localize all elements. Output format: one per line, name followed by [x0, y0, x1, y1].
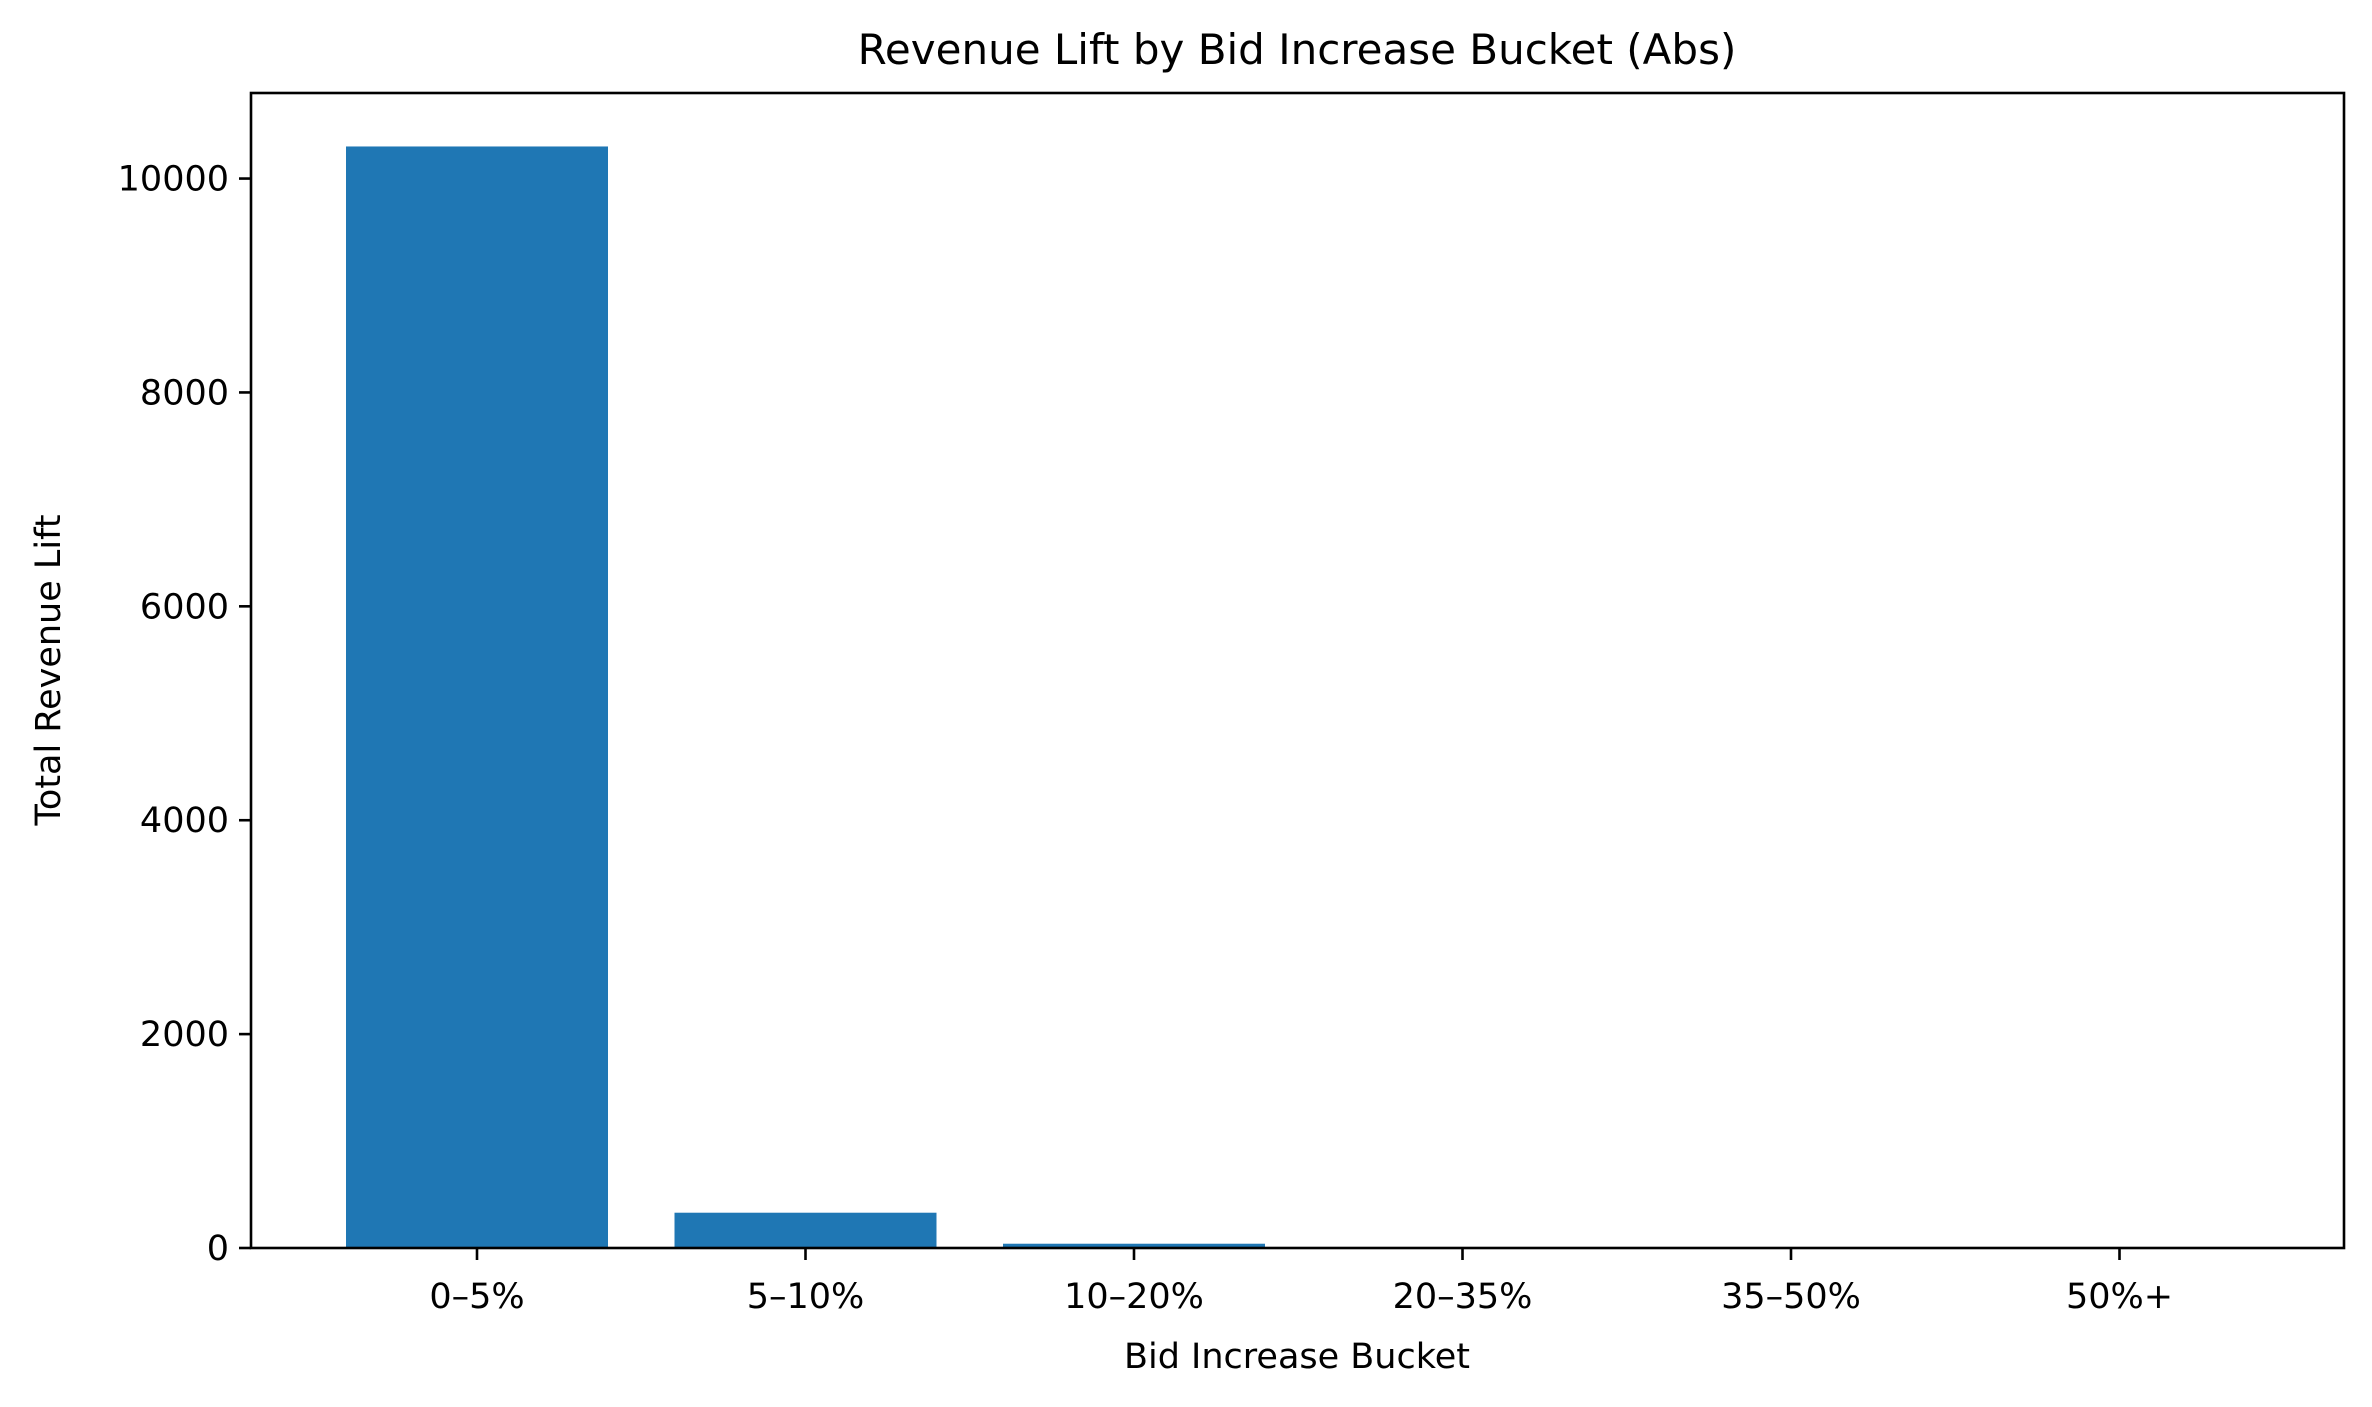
y-tick-label: 8000 [140, 373, 229, 413]
y-tick-label: 0 [207, 1229, 229, 1269]
y-tick-label: 2000 [140, 1015, 229, 1055]
x-tick-label: 20–35% [1393, 1277, 1533, 1317]
plot-frame [249, 91, 2346, 1250]
bar-1 [674, 1212, 937, 1248]
x-tick-label: 50%+ [2066, 1277, 2173, 1317]
chart-title: Revenue Lift by Bid Increase Bucket (Abs… [858, 25, 1737, 74]
y-axis: 0 2000 4000 6000 8000 10000 [118, 160, 251, 1269]
bar-2 [1003, 1243, 1265, 1248]
y-axis-label: Total Revenue Lift [29, 514, 69, 826]
y-tick-label: 4000 [140, 801, 229, 841]
x-axis: 0–5% 5–10% 10–20% 20–35% 35–50% 50%+ [429, 1248, 2173, 1317]
x-tick-label: 10–20% [1064, 1277, 1204, 1317]
y-tick-label: 10000 [118, 160, 229, 200]
x-axis-label: Bid Increase Bucket [1124, 1337, 1470, 1377]
x-tick-label: 5–10% [747, 1277, 865, 1317]
x-tick-label: 0–5% [429, 1277, 524, 1317]
y-tick-label: 6000 [140, 587, 229, 627]
bar-0 [346, 146, 608, 1249]
bars-layer [346, 146, 2251, 1249]
x-tick-label: 35–50% [1721, 1277, 1861, 1317]
